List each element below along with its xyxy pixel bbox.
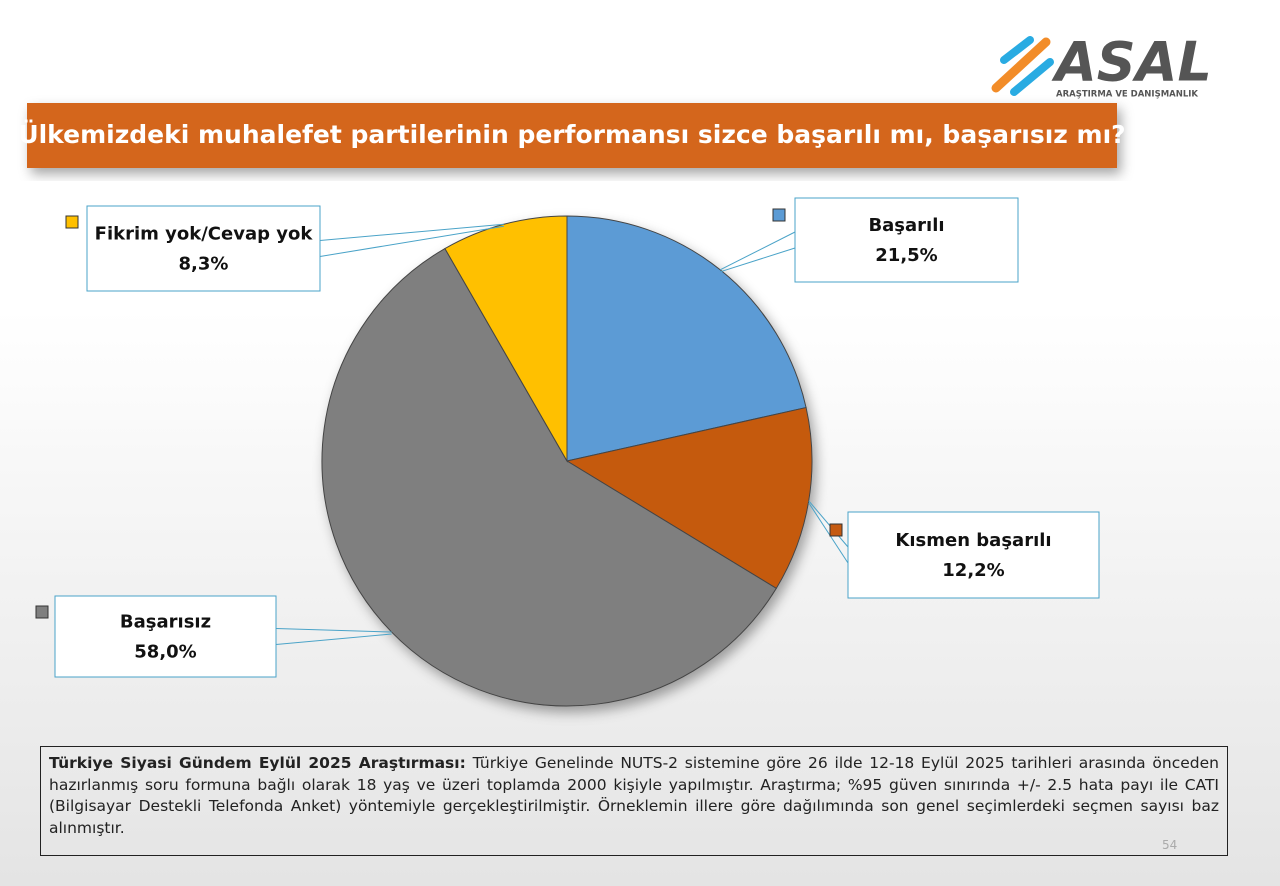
label-box (847, 511, 1100, 599)
legend-marker (829, 523, 843, 537)
footnote: Türkiye Siyasi Gündem Eylül 2025 Araştır… (40, 746, 1228, 856)
leader-line (808, 502, 849, 564)
leader-line (808, 500, 849, 548)
label-box (86, 205, 321, 292)
category-label: Başarısız (120, 612, 211, 633)
labels: Başarılı 21,5% Kısmen başarılı 12,2% Başarıs… (35, 197, 1100, 678)
legend-marker (772, 208, 786, 222)
category-label: Başarılı (868, 215, 944, 236)
leader-line (720, 247, 796, 273)
pie-slice (321, 247, 777, 707)
category-label: Fikrim yok/Cevap yok (95, 224, 314, 245)
value-label: 58,0% (134, 642, 196, 663)
label-box (54, 595, 277, 678)
logo-stroke (1000, 36, 1034, 64)
leader-line (275, 633, 392, 645)
leader-line (719, 231, 796, 271)
legend-marker (65, 215, 79, 229)
logo: ASAL ARAŞTIRMA VE DANIŞMANLIK (991, 31, 1212, 100)
footnote-text: Türkiye Genelinde NUTS-2 sistemine göre … (49, 754, 1219, 837)
pie-slice (444, 215, 568, 463)
title-bar (27, 103, 1117, 168)
leader-line (319, 223, 504, 241)
logo-name: ASAL (1051, 31, 1212, 94)
page-number: 54 (1162, 838, 1178, 852)
logo-tagline: ARAŞTIRMA VE DANIŞMANLIK (1056, 90, 1198, 100)
leader-line (319, 225, 504, 257)
category-label: Kısmen başarılı (895, 530, 1051, 551)
leader-line (275, 628, 392, 633)
logo-stroke (991, 37, 1051, 93)
value-label: 12,2% (942, 560, 1004, 581)
legend-marker (35, 605, 49, 619)
label-box (794, 197, 1019, 283)
footnote-bold: Türkiye Siyasi Gündem Eylül 2025 Araştır… (49, 754, 466, 772)
pie-slice (565, 406, 813, 590)
value-label: 8,3% (179, 254, 229, 275)
pie (321, 215, 813, 707)
chart-title: Ülkemizdeki muhalefet partilerinin perfo… (18, 119, 1125, 149)
logo-stroke (1010, 58, 1054, 96)
value-label: 21,5% (875, 245, 937, 266)
